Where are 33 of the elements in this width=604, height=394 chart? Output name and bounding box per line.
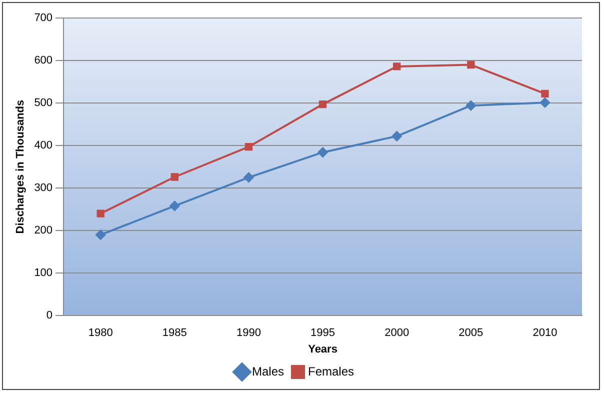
x-tick-label: 1985 [162,327,187,340]
point [96,230,106,240]
y-tick-label: 300 [34,182,53,194]
y-tick-label: 600 [34,54,53,67]
x-axis-title: Years [308,343,338,356]
y-axis-title: Discharges in Thousands [14,100,27,234]
point [244,172,254,182]
y-tick-label: 500 [34,97,53,110]
legend-label: Males [252,364,284,378]
x-tick-label: 1980 [88,327,113,340]
x-tick-label: 1990 [236,327,261,340]
point [541,90,549,98]
x-tick-label: 1995 [310,327,336,340]
y-tick-label: 0 [46,310,53,322]
x-tick-label: 2000 [384,327,410,340]
point [466,100,476,111]
point [392,131,402,142]
point [318,100,327,108]
legend-label: Females [308,364,354,378]
point [170,173,178,181]
y-tick-label: 400 [34,140,53,152]
x-tick-label: 2010 [532,327,558,340]
point [467,60,475,69]
y-tick-label: 700 [34,12,53,24]
point [540,98,550,108]
x-tick-label: 2005 [458,327,484,340]
point [393,62,401,70]
point [96,210,104,218]
point [170,200,180,211]
point [318,147,328,158]
y-tick-label: 200 [34,224,53,237]
y-tick-label: 100 [34,267,53,280]
point [244,142,253,151]
